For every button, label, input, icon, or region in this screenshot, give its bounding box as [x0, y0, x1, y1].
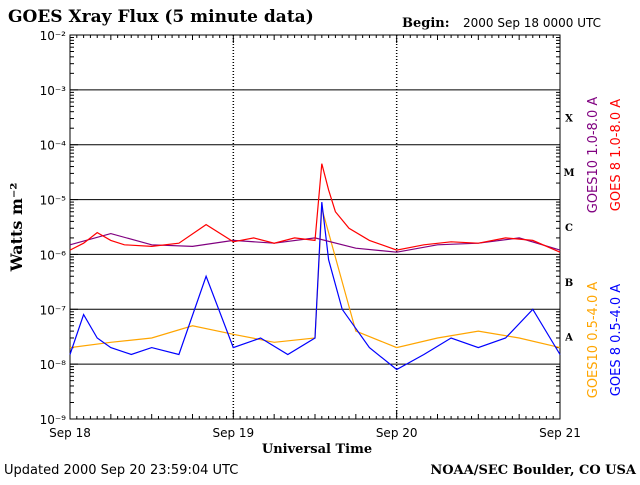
begin-label: Begin: — [402, 16, 450, 31]
flare-class-label: B — [565, 278, 573, 289]
y-tick-label: 10⁻⁷ — [40, 303, 67, 317]
y-tick-label: 10⁻⁵ — [40, 194, 67, 208]
y-tick-label: 10⁻² — [40, 29, 67, 43]
legend-entry: GOES10 1.0-8.0 A — [586, 97, 601, 214]
begin-value: 2000 Sep 18 0000 UTC — [463, 16, 601, 30]
x-tick-label: Sep 19 — [212, 426, 254, 440]
legend-entry: GOES 8 1.0-8.0 A — [609, 99, 624, 211]
x-axis-label: Universal Time — [262, 442, 372, 457]
legend-entry: GOES10 0.5-4.0 A — [586, 282, 601, 399]
credit-label: NOAA/SEC Boulder, CO USA — [430, 463, 637, 478]
y-tick-label: 10⁻⁸ — [40, 358, 67, 372]
series-line — [69, 163, 561, 253]
y-tick-label: 10⁻⁹ — [40, 413, 67, 427]
flare-class-label: C — [565, 223, 573, 234]
x-tick-label: Sep 18 — [49, 426, 91, 440]
updated-label: Updated 2000 Sep 20 23:59:04 UTC — [4, 463, 238, 478]
y-tick-label: 10⁻⁴ — [40, 139, 67, 153]
y-axis-label: Watts m⁻² — [7, 183, 26, 273]
y-tick-label: 10⁻³ — [40, 84, 67, 98]
x-tick-label: Sep 21 — [539, 426, 581, 440]
plot-frame — [69, 34, 561, 420]
flare-class-label: A — [564, 333, 573, 344]
y-tick-label: 10⁻⁶ — [40, 248, 67, 262]
x-tick-label: Sep 20 — [376, 426, 418, 440]
chart-title: GOES Xray Flux (5 minute data) — [8, 7, 314, 27]
legend-entry: GOES 8 0.5-4.0 A — [609, 284, 624, 396]
series-line — [69, 202, 561, 371]
flare-class-label: X — [565, 113, 573, 124]
flare-class-label: M — [563, 168, 574, 179]
